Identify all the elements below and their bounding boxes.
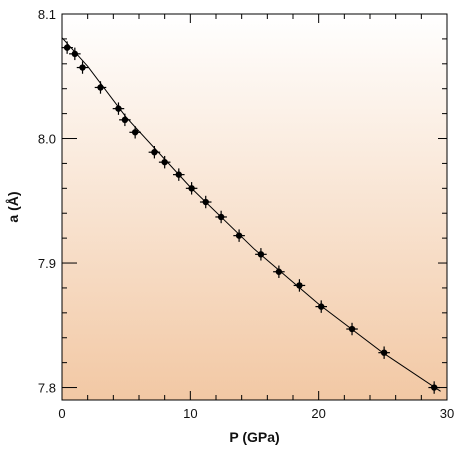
x-tick-label: 10: [183, 406, 197, 421]
data-point: [378, 346, 390, 359]
data-point: [293, 279, 306, 292]
y-tick-label: 7.8: [38, 381, 56, 396]
data-marker: [275, 268, 283, 275]
data-marker: [115, 105, 122, 112]
data-point: [148, 145, 161, 159]
data-marker: [63, 44, 71, 51]
data-marker: [202, 198, 209, 206]
data-marker: [348, 325, 356, 333]
data-marker: [217, 213, 225, 221]
data-point: [315, 300, 328, 313]
data-marker: [121, 116, 129, 124]
y-tick-label: 8.0: [38, 132, 56, 147]
data-marker: [175, 171, 182, 178]
y-tick-label: 7.9: [38, 256, 56, 271]
data-marker: [131, 129, 139, 136]
y-tick-label: 8.1: [38, 7, 56, 22]
data-point: [215, 210, 227, 224]
data-point: [76, 61, 89, 74]
data-point: [158, 155, 171, 169]
data-marker: [188, 185, 195, 192]
data-marker: [97, 84, 104, 91]
data-marker: [71, 50, 79, 58]
data-point: [255, 248, 267, 261]
data-point: [233, 229, 245, 242]
data-marker: [235, 232, 243, 239]
data-point: [199, 195, 212, 209]
data-marker: [318, 303, 325, 310]
chart-marks: [61, 37, 441, 394]
data-marker: [79, 64, 86, 71]
axis-ticks: 0 10 20 30 7.8 7.9 8.0 8.1: [38, 7, 454, 421]
plot-frame: [61, 13, 448, 401]
data-point: [61, 41, 73, 54]
data-marker: [151, 149, 158, 156]
data-point: [112, 102, 125, 115]
data-point: [94, 81, 107, 94]
plot-area: [62, 14, 447, 400]
x-axis-label: P (GPa): [229, 429, 279, 445]
data-point: [173, 168, 185, 181]
data-marker: [430, 384, 438, 391]
x-tick-label: 20: [311, 406, 325, 421]
data-point: [185, 182, 198, 195]
data-point: [119, 113, 131, 127]
data-point: [273, 265, 285, 278]
data-point: [69, 47, 81, 61]
data-point: [346, 322, 358, 336]
data-marker: [257, 251, 265, 258]
data-marker: [161, 158, 168, 166]
x-tick-label: 30: [440, 406, 454, 421]
data-marker: [296, 282, 303, 289]
data-point: [129, 126, 141, 139]
y-axis-label: a (Å): [5, 191, 21, 222]
x-tick-label: 0: [58, 406, 65, 421]
data-marker: [380, 349, 388, 356]
